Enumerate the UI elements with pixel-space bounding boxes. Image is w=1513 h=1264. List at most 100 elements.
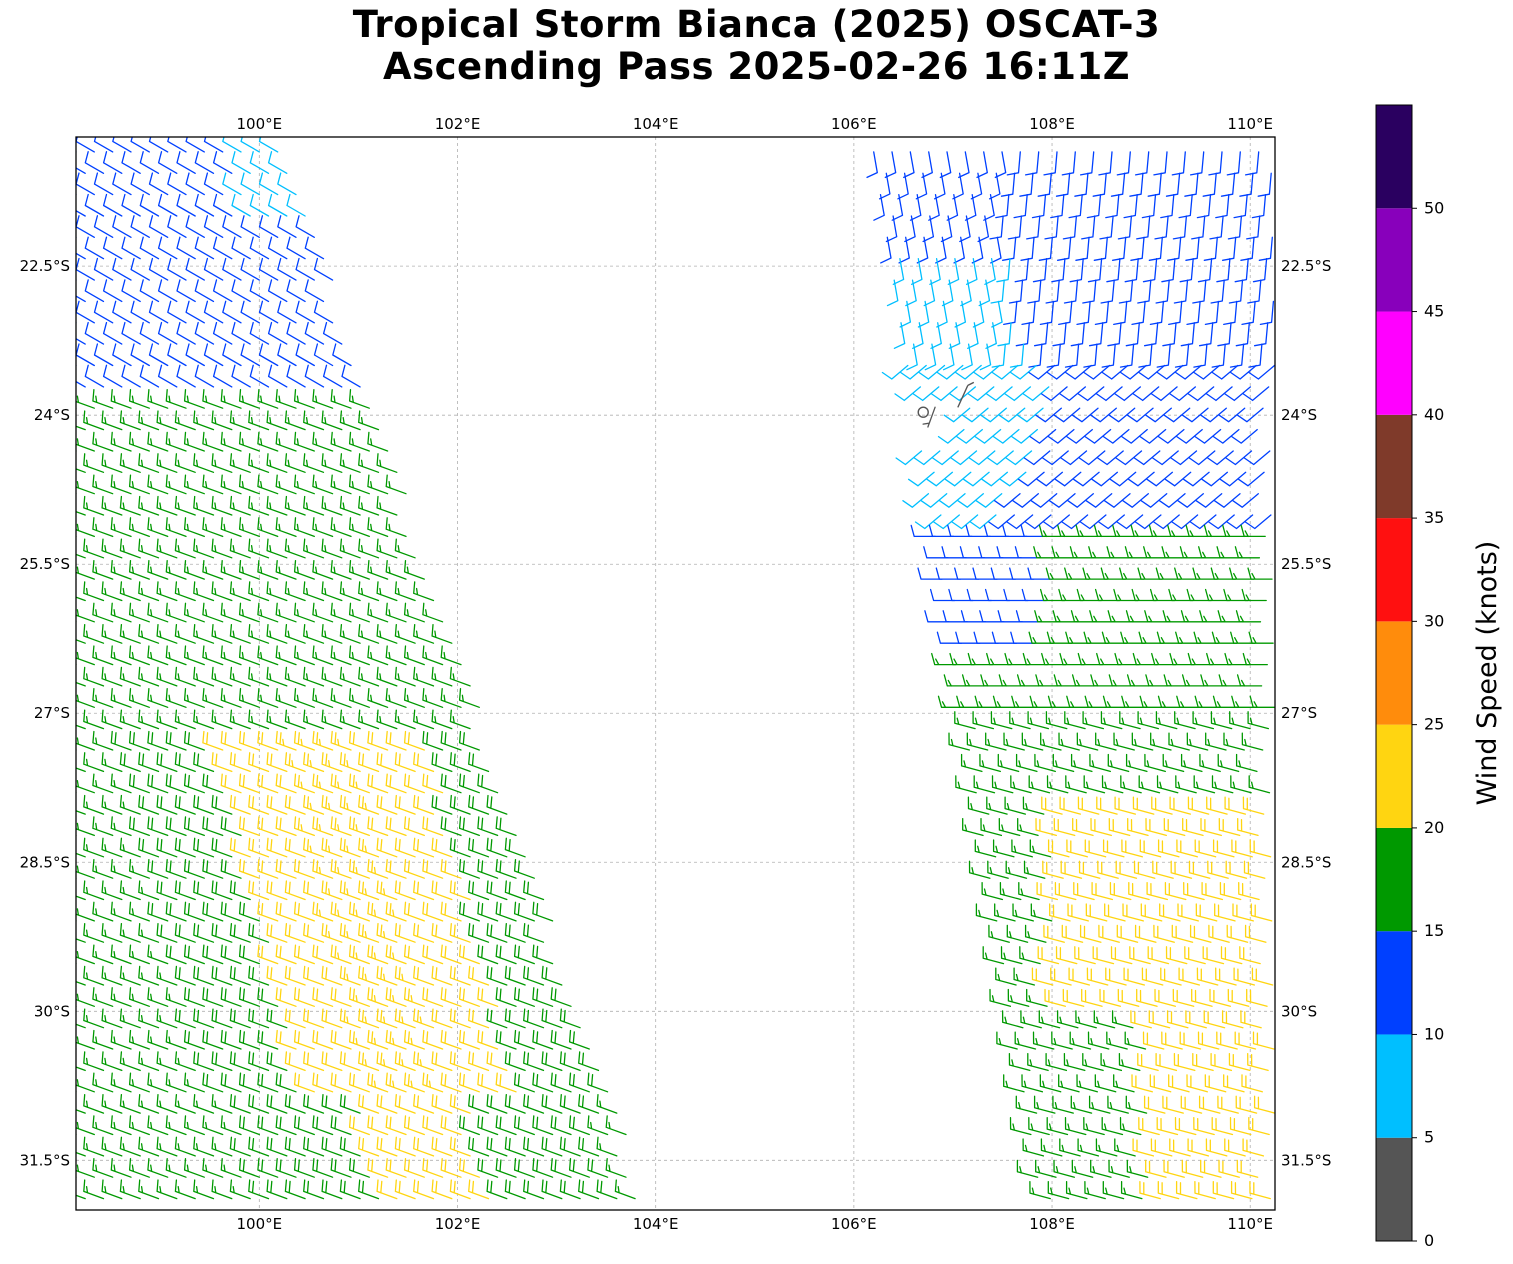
colorbar-tick-label: 45 [1424, 302, 1444, 321]
wind-barb [229, 923, 251, 943]
wind-barb [1105, 193, 1120, 219]
figure-title: Tropical Storm Bianca (2025) OSCAT-3 Asc… [0, 4, 1513, 88]
wind-barb [156, 1051, 178, 1072]
wind-barb [1016, 674, 1043, 687]
wind-barb [212, 236, 233, 260]
wind-barb [1164, 471, 1192, 487]
wind-barb [917, 567, 943, 580]
wind-barb [1252, 1031, 1275, 1050]
lon-label-top: 110°E [1227, 115, 1273, 133]
wind-barb [1013, 967, 1036, 986]
wind-barb [128, 1115, 150, 1136]
wind-barb [167, 300, 187, 324]
light-wind-barb [957, 381, 975, 408]
wind-barb [119, 410, 141, 431]
wind-barb [76, 1072, 95, 1093]
colorbar-tick-label: 25 [1424, 715, 1444, 734]
wind-barb [183, 773, 205, 794]
wind-barb [1139, 695, 1165, 708]
wind-barb [277, 215, 297, 238]
wind-barb [1027, 711, 1050, 730]
wind-barb [1053, 674, 1079, 687]
wind-barb [248, 709, 270, 730]
wind-barb [1027, 1052, 1049, 1072]
wind-barb [257, 688, 279, 708]
wind-barb [1029, 695, 1055, 708]
wind-barb [1182, 471, 1210, 487]
wind-barb [1187, 386, 1215, 402]
wind-barb [147, 474, 169, 495]
wind-barb [1236, 407, 1264, 423]
wind-barb [1029, 1181, 1051, 1200]
wind-barb [183, 602, 205, 623]
wind-barb [339, 837, 361, 858]
wind-barb [211, 538, 233, 559]
wind-barb [1065, 364, 1092, 380]
wind-barb [1200, 1159, 1222, 1178]
wind-barb [910, 524, 936, 538]
wind-barb [165, 1029, 187, 1050]
wind-barb [275, 773, 297, 794]
wind-barb [440, 645, 462, 666]
wind-barb [93, 215, 114, 238]
wind-barb [138, 752, 160, 773]
wind-barb [138, 1179, 160, 1200]
axis-tick-labels: 100°E100°E102°E102°E104°E104°E106°E106°E… [20, 115, 1332, 1233]
wind-barb [495, 858, 517, 879]
wind-barb [147, 1158, 169, 1178]
wind-barb [1197, 258, 1213, 283]
wind-barb [83, 1179, 105, 1200]
wind-barb [1251, 193, 1267, 219]
wind-barb [165, 474, 187, 495]
wind-barb [286, 279, 306, 303]
wind-barb [119, 709, 141, 730]
wind-barb [1240, 1010, 1262, 1029]
wind-barb [523, 923, 545, 943]
wind-barb [1224, 1138, 1246, 1157]
wind-barb [110, 602, 132, 623]
wind-barb [101, 837, 123, 858]
wind-barb [1139, 1181, 1161, 1200]
wind-barb [1084, 839, 1107, 858]
wind-barb [303, 794, 325, 815]
wind-barb [1169, 1138, 1191, 1157]
wind-barb [119, 1051, 141, 1072]
colorbar-tick-label: 10 [1424, 1024, 1444, 1043]
wind-barb [385, 559, 407, 580]
wind-barb [303, 1179, 325, 1200]
wind-barb [1145, 1159, 1167, 1178]
wind-barb [1096, 652, 1122, 666]
wind-barb [458, 730, 480, 751]
wind-barb [220, 431, 242, 452]
wind-barb [83, 923, 105, 943]
wind-barb [1131, 1074, 1153, 1093]
wind-barb [1136, 215, 1151, 240]
wind-barb [174, 923, 196, 943]
wind-barb [275, 1115, 297, 1136]
wind-barb [284, 709, 306, 730]
wind-barb [211, 923, 233, 943]
wind-barb [84, 364, 105, 388]
wind-barb [1162, 610, 1188, 623]
wind-barb [1249, 839, 1272, 858]
wind-barb [156, 1179, 178, 1200]
wind-barb [1054, 882, 1077, 901]
wind-barb [1210, 279, 1225, 304]
wind-barb [578, 1093, 600, 1114]
wind-barb [1119, 711, 1141, 730]
wind-barb [147, 645, 169, 666]
wind-barb [211, 709, 233, 730]
wind-barb [1031, 967, 1054, 986]
wind-barb [148, 137, 169, 153]
wind-barb [167, 215, 187, 238]
wind-barb [1235, 753, 1258, 773]
wind-barb [394, 1179, 416, 1200]
wind-barb [993, 493, 1021, 508]
wind-barb [1101, 1117, 1124, 1136]
wind-barb [330, 1115, 352, 1136]
wind-barb [1203, 524, 1230, 538]
wind-barb [284, 794, 306, 815]
wind-barb [1152, 860, 1174, 879]
wind-barb [101, 495, 123, 516]
wind-barb [1076, 1074, 1098, 1093]
